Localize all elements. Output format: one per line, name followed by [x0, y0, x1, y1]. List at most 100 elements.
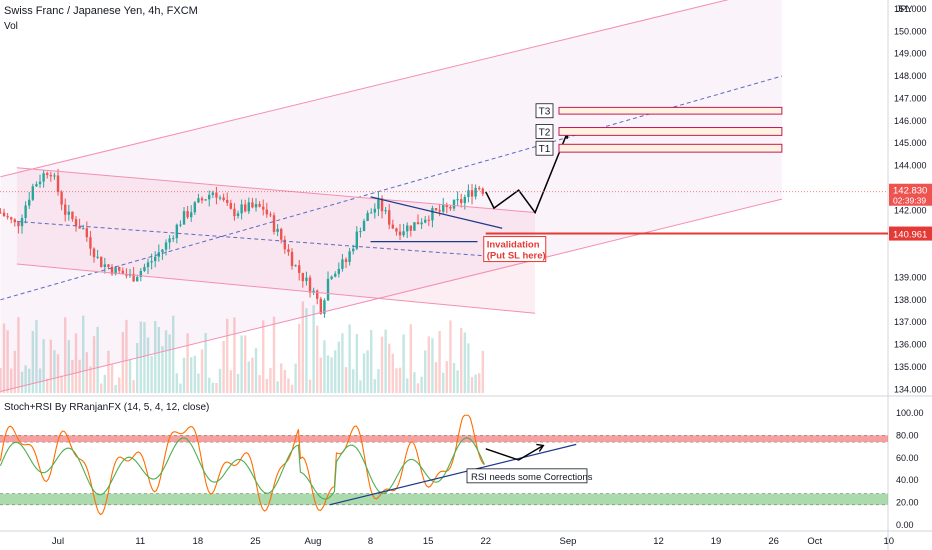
volume-bar: [258, 375, 261, 393]
candle-body: [301, 272, 305, 282]
volume-bar: [474, 374, 477, 393]
candle-body: [319, 298, 323, 314]
volume-bar: [24, 365, 27, 393]
candle-body: [254, 204, 258, 208]
volume-bar: [154, 320, 157, 393]
candle-body: [362, 220, 366, 232]
volume-bar: [182, 357, 186, 393]
candle-body: [78, 226, 81, 229]
time-tick-label: Jul: [52, 536, 64, 547]
volume-bar: [92, 336, 96, 393]
wedge-upper: [370, 196, 503, 229]
candle-body: [182, 211, 186, 225]
time-tick-label: Oct: [807, 536, 822, 547]
volume-bar: [409, 324, 413, 393]
projection-path: [485, 130, 569, 215]
volume-bar: [326, 355, 330, 393]
volume-bar: [125, 319, 128, 393]
volume-bar: [157, 326, 161, 393]
volume-bar: [391, 353, 395, 393]
osc-tick-label: 80.00: [896, 430, 919, 440]
volume-bar: [31, 330, 35, 393]
volume-bar: [200, 349, 204, 393]
volume-bar: [330, 357, 333, 393]
candle-body: [398, 231, 402, 236]
volume-bar: [56, 354, 60, 393]
candle-body: [168, 238, 171, 243]
volume-bar: [478, 373, 481, 393]
volume-bar: [416, 383, 420, 393]
candle-body: [179, 224, 182, 226]
volume-bar: [377, 368, 380, 393]
candle-body: [352, 248, 355, 252]
candle-body: [17, 222, 20, 227]
volume-bar: [38, 368, 42, 393]
volume-bar: [53, 350, 56, 393]
candle-body: [438, 210, 441, 212]
volume-bar: [74, 333, 78, 393]
volume-bar: [470, 376, 474, 393]
candle-body: [150, 261, 153, 263]
candle-body: [236, 213, 240, 217]
candle-body: [330, 276, 333, 279]
invalidation-label-box: [483, 236, 547, 263]
volume-bar: [445, 361, 449, 393]
volume-bar: [269, 367, 272, 393]
candle-body: [380, 198, 384, 212]
volume-bar: [359, 380, 362, 393]
volume-bar: [190, 357, 193, 393]
candle-body: [10, 217, 13, 220]
candle-body: [244, 204, 247, 212]
candle-body: [190, 212, 193, 218]
osc-tick-label: 0.00: [896, 520, 914, 530]
candle-body: [460, 199, 463, 204]
volume-bar: [334, 350, 337, 393]
rsi-line: [0, 437, 485, 500]
candle-body: [370, 212, 373, 214]
volume-bar: [128, 359, 132, 393]
volume-bar: [341, 333, 344, 393]
candle-body: [31, 186, 35, 200]
countdown-label: 02:39:39: [893, 196, 926, 206]
candle-body: [442, 204, 445, 212]
volume-bar: [395, 368, 398, 393]
volume-bar: [226, 318, 229, 393]
volume-bar: [96, 326, 99, 393]
candle-body: [474, 187, 477, 197]
last-price-label: 142.830: [893, 186, 927, 197]
time-tick-label: Sep: [560, 536, 577, 547]
osc-tick-label: 100.00: [896, 408, 924, 418]
candle-body: [28, 199, 31, 206]
volume-bar: [413, 372, 416, 393]
volume-bar: [463, 332, 467, 393]
candle-body: [470, 190, 474, 197]
volume-bar: [20, 371, 24, 393]
volume-bar: [384, 329, 387, 393]
osc-trendline: [329, 443, 577, 506]
candle-body: [186, 211, 189, 218]
price-tick-label: 137.000: [894, 317, 927, 327]
volume-bar: [179, 383, 182, 393]
candle-body: [445, 204, 449, 207]
candle-body: [355, 231, 359, 249]
candle-body: [53, 175, 56, 177]
candle-body: [377, 198, 380, 209]
volume-label: Vol: [4, 21, 18, 32]
volume-bar: [2, 323, 6, 393]
volume-bar: [262, 320, 265, 393]
candle-body: [434, 208, 438, 211]
candle-body: [262, 206, 265, 210]
candle-body: [100, 256, 103, 267]
time-tick-label: 15: [423, 536, 434, 547]
volume-bar: [13, 350, 17, 393]
volume-bar: [337, 341, 341, 393]
candle-body: [456, 199, 459, 201]
volume-bar: [10, 368, 13, 393]
volume-bar: [78, 359, 81, 393]
volume-bar: [362, 353, 366, 393]
price-tick-label: 136.000: [894, 340, 927, 350]
flat-channel-mid: [16, 220, 536, 261]
target-label-t3: T3: [539, 107, 551, 118]
